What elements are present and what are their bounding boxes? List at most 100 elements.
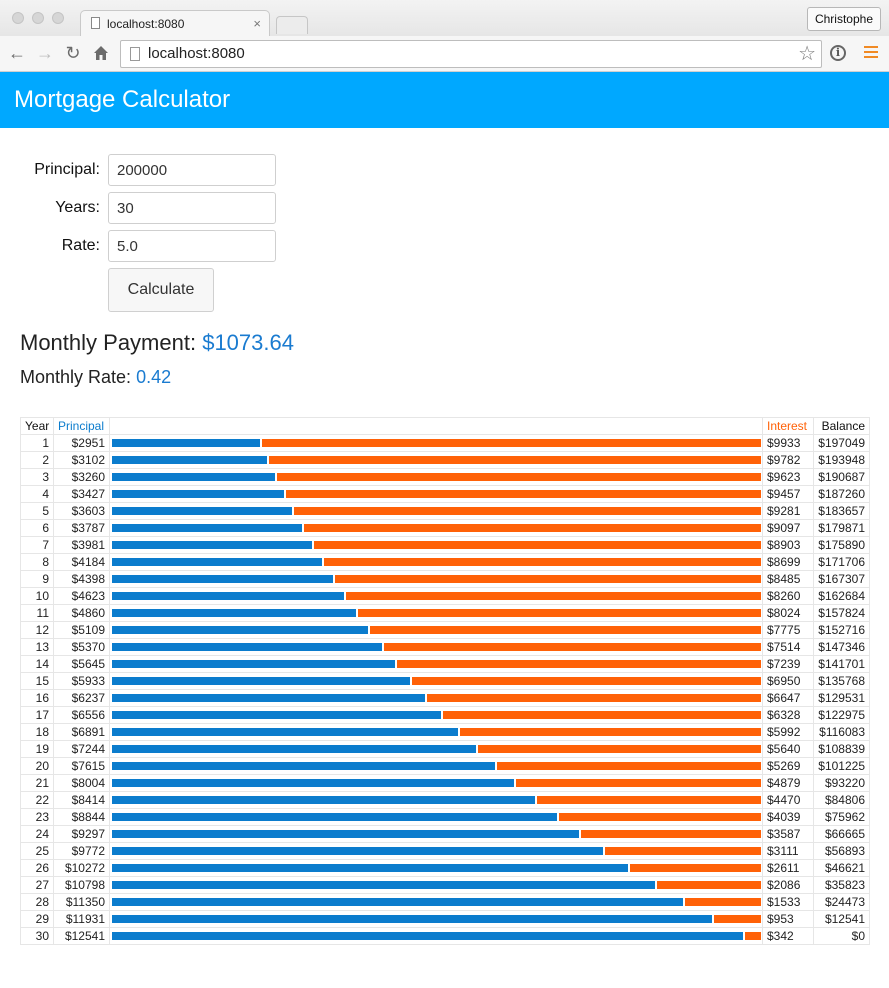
payment-bar-cell [109,485,763,503]
window-zoom-dot[interactable] [52,12,64,24]
payment-bar-cell [109,706,763,724]
interest-cell: $7514 [762,638,814,656]
payment-bar-cell [109,434,763,452]
home-icon[interactable] [90,42,112,64]
years-input[interactable] [108,192,276,224]
principal-cell: $8844 [53,808,110,826]
principal-bar [112,626,368,634]
payment-bar-cell [109,502,763,520]
table-row: 27 $10798 $2086 $35823 [20,876,870,894]
url-text[interactable]: localhost:8080 [148,45,245,62]
table-row: 24 $9297 $3587 $66665 [20,825,870,843]
payment-bar-cell [109,621,763,639]
year-cell: 19 [20,740,54,758]
payment-bar-cell [109,519,763,537]
calculate-button[interactable]: Calculate [108,268,214,312]
principal-cell: $3603 [53,502,110,520]
table-row: 21 $8004 $4879 $93220 [20,774,870,792]
interest-cell: $5992 [762,723,814,741]
interest-cell: $5640 [762,740,814,758]
principal-cell: $9772 [53,842,110,860]
interest-cell: $342 [762,927,814,945]
principal-cell: $10798 [53,876,110,894]
table-row: 22 $8414 $4470 $84806 [20,791,870,809]
principal-row: Principal: [0,154,300,186]
principal-cell: $3787 [53,519,110,537]
principal-cell: $7615 [53,757,110,775]
interest-bar [559,813,761,821]
interest-bar [516,779,761,787]
balance-header: Balance [813,417,870,435]
profile-button[interactable]: Christophe [806,7,881,31]
table-row: 3 $3260 $9623 $190687 [20,468,870,486]
interest-cell: $2611 [762,859,814,877]
principal-bar [112,830,579,838]
interest-bar [370,626,761,634]
principal-bar [112,813,557,821]
payment-bar-cell [109,604,763,622]
year-cell: 14 [20,655,54,673]
year-cell: 12 [20,621,54,639]
principal-cell: $6891 [53,723,110,741]
principal-bar [112,881,655,889]
interest-cell: $1533 [762,893,814,911]
payment-bar-cell [109,757,763,775]
interest-cell: $9281 [762,502,814,520]
year-cell: 22 [20,791,54,809]
interest-cell: $953 [762,910,814,928]
table-row: 19 $7244 $5640 $108839 [20,740,870,758]
interest-bar [685,898,761,906]
interest-cell: $6328 [762,706,814,724]
table-row: 1 $2951 $9933 $197049 [20,434,870,452]
principal-cell: $7244 [53,740,110,758]
balance-cell: $93220 [813,774,870,792]
address-bar[interactable]: localhost:8080 ☆ [120,40,822,68]
principal-cell: $4860 [53,604,110,622]
balance-cell: $84806 [813,791,870,809]
table-row: 17 $6556 $6328 $122975 [20,706,870,724]
browser-tab[interactable]: localhost:8080 × [80,10,270,37]
interest-bar [346,592,761,600]
payment-bar-cell [109,638,763,656]
rate-input[interactable] [108,230,276,262]
table-row: 7 $3981 $8903 $175890 [20,536,870,554]
principal-cell: $3981 [53,536,110,554]
balance-cell: $171706 [813,553,870,571]
menu-icon[interactable] [864,46,878,61]
monthly-payment-label: Monthly Payment: [20,330,197,355]
balance-cell: $108839 [813,740,870,758]
table-row: 10 $4623 $8260 $162684 [20,587,870,605]
page-icon [130,47,140,61]
interest-bar [277,473,761,481]
payment-bar-cell [109,723,763,741]
table-row: 30 $12541 $342 $0 [20,927,870,945]
window-minimize-dot[interactable] [32,12,44,24]
interest-cell: $6950 [762,672,814,690]
balance-cell: $179871 [813,519,870,537]
window-close-dot[interactable] [12,12,24,24]
forward-arrow-icon[interactable]: → [36,43,54,63]
principal-cell: $3260 [53,468,110,486]
bookmark-star-icon[interactable]: ☆ [798,43,816,65]
tab-close-icon[interactable]: × [253,16,261,31]
year-cell: 3 [20,468,54,486]
payment-bar-cell [109,876,763,894]
year-cell: 24 [20,825,54,843]
browser-toolbar: ← → ↻ localhost:8080 ☆ i [0,36,889,72]
principal-bar [112,439,260,447]
interest-bar [497,762,761,770]
principal-cell: $5109 [53,621,110,639]
interest-cell: $8903 [762,536,814,554]
principal-input[interactable] [108,154,276,186]
table-row: 5 $3603 $9281 $183657 [20,502,870,520]
principal-bar [112,932,743,940]
tab-title: localhost:8080 [107,17,185,31]
interest-bar [269,456,761,464]
reload-icon[interactable]: ↻ [65,43,81,63]
interest-bar [657,881,761,889]
page-title: Mortgage Calculator [14,86,231,113]
balance-cell: $147346 [813,638,870,656]
back-arrow-icon[interactable]: ← [8,43,26,63]
info-icon[interactable]: i [830,45,846,61]
new-tab-button[interactable] [276,16,308,34]
